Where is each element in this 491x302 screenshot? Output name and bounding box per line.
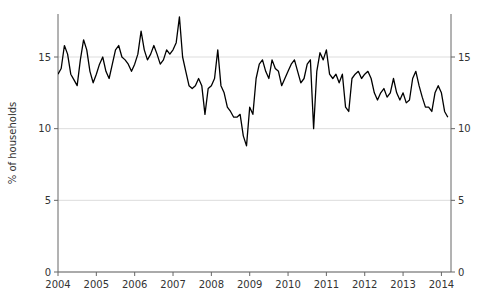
x-tick [96, 272, 97, 276]
plot-area [58, 17, 448, 146]
y2-tick [451, 57, 455, 58]
y-tick-label: 5 [45, 195, 51, 206]
x-tick-label: 2010 [275, 279, 300, 290]
x-tick [364, 272, 365, 276]
y2-tick-label: 5 [458, 195, 464, 206]
grid-line [58, 128, 451, 129]
x-tick [249, 272, 250, 276]
y2-tick-label: 15 [458, 52, 471, 63]
y-axis-line [58, 14, 59, 272]
grid-line [58, 200, 451, 201]
y2-tick [451, 128, 455, 129]
x-tick-label: 2012 [352, 279, 377, 290]
grid-line [58, 57, 451, 58]
x-axis-line [58, 272, 451, 273]
x-tick-label: 2008 [199, 279, 224, 290]
y-tick-label: 0 [45, 267, 51, 278]
x-tick-label: 2011 [314, 279, 339, 290]
x-tick-label: 2009 [237, 279, 262, 290]
x-tick [288, 272, 289, 276]
x-tick-label: 2005 [84, 279, 109, 290]
x-tick-label: 2013 [390, 279, 415, 290]
x-tick [58, 272, 59, 276]
y-tick [54, 128, 58, 129]
x-tick-label: 2007 [160, 279, 185, 290]
y2-tick [451, 272, 455, 273]
x-tick [211, 272, 212, 276]
y-tick-label: 10 [38, 123, 51, 134]
x-tick-label: 2014 [429, 279, 454, 290]
y2-axis-line [451, 14, 452, 272]
grid-line [58, 272, 451, 273]
x-tick-label: 2004 [45, 279, 70, 290]
axes: 2004 2005 2006 2007 2008 2009 2010 2011 2012 2013… [38, 14, 470, 290]
y-tick [54, 200, 58, 201]
data-line [58, 17, 448, 146]
y-tick-label: 15 [38, 52, 51, 63]
x-tick [326, 272, 327, 276]
y2-tick [451, 200, 455, 201]
x-tick [441, 272, 442, 276]
x-tick [134, 272, 135, 276]
y-tick [54, 272, 58, 273]
y2-tick-label: 0 [458, 267, 464, 278]
x-tick [173, 272, 174, 276]
y-axis-label: % of households [7, 102, 18, 184]
chart: 2004 2005 2006 2007 2008 2009 2010 2011 2012 2013… [0, 0, 491, 302]
x-tick-label: 2006 [122, 279, 147, 290]
x-tick [403, 272, 404, 276]
y2-tick-label: 10 [458, 123, 471, 134]
y-tick [54, 57, 58, 58]
